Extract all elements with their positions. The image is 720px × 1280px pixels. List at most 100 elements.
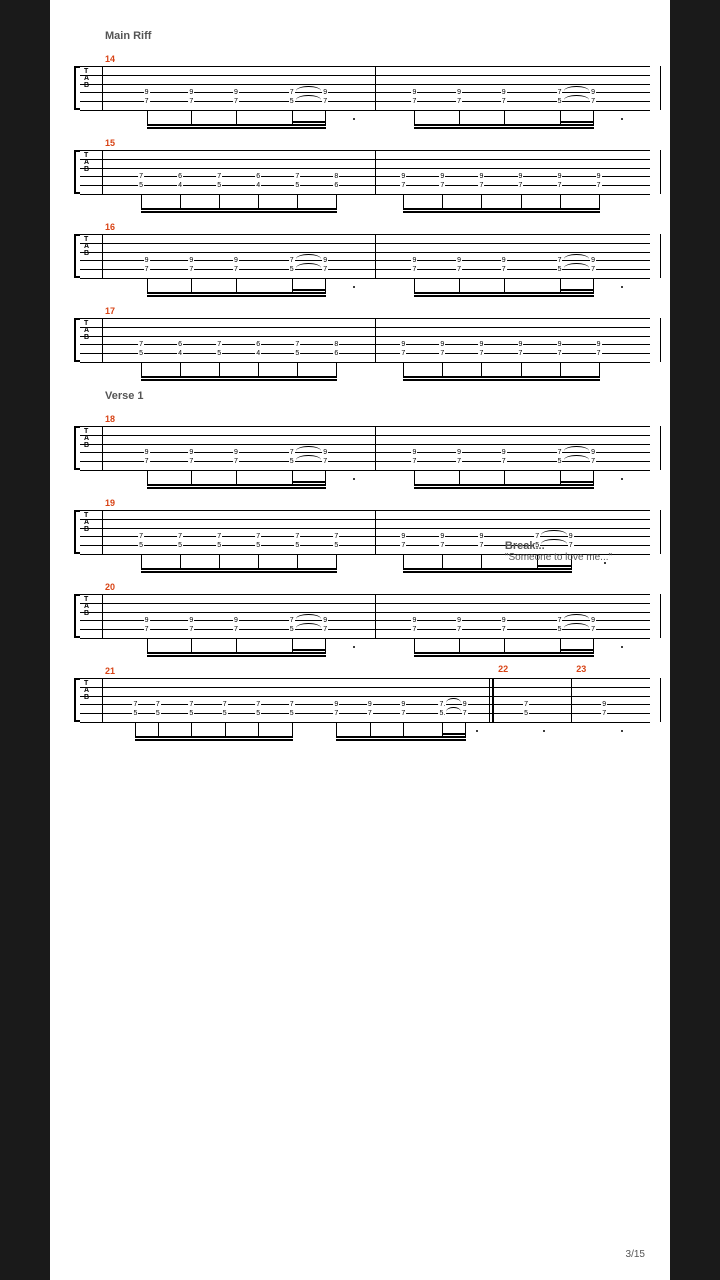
- fret-number: 5: [216, 182, 222, 189]
- measure-number: 15: [105, 138, 650, 148]
- staff-wrap: Main Riff14TAB97979775979797977597: [70, 30, 650, 110]
- barline: [660, 510, 661, 554]
- tie-arc: [541, 539, 566, 544]
- duration-dot: [621, 118, 623, 120]
- fret-number: 9: [501, 449, 507, 456]
- fret-number: 4: [177, 350, 183, 357]
- tie-arc: [296, 254, 321, 259]
- fret-number: 4: [177, 182, 183, 189]
- fret-number: 7: [518, 350, 524, 357]
- beam-bar: [414, 124, 594, 126]
- fret-number: 7.: [438, 701, 446, 708]
- beam-bar: [147, 127, 327, 129]
- fret-number: 7: [400, 182, 406, 189]
- fret-number: 9: [568, 533, 574, 540]
- notes-layer: 7575757575759797977.5.977597: [80, 678, 650, 722]
- fret-number: 7: [462, 710, 468, 717]
- fret-number: 5: [289, 626, 295, 633]
- beam-hook: [560, 121, 594, 123]
- fret-number: 9: [144, 89, 150, 96]
- fret-number: 9: [322, 89, 328, 96]
- fret-number: 7: [216, 173, 222, 180]
- duration-dot: [621, 478, 623, 480]
- barline: [660, 66, 661, 110]
- measure-number: 20: [105, 582, 650, 592]
- fret-number: 9: [478, 533, 484, 540]
- string-line: [80, 194, 650, 195]
- fret-number: 7: [557, 89, 563, 96]
- barline: [660, 426, 661, 470]
- measure-number: 18: [105, 414, 650, 424]
- fret-number: 7: [601, 710, 607, 717]
- fret-number: 9: [144, 617, 150, 624]
- fret-number: 8: [333, 173, 339, 180]
- notes-layer: 756475647586979797979797: [80, 318, 650, 362]
- fret-number: 7: [289, 449, 295, 456]
- fret-number: 9: [144, 449, 150, 456]
- fret-number: 5: [155, 710, 161, 717]
- fret-number: 6: [177, 173, 183, 180]
- fret-number: 9: [557, 173, 563, 180]
- beam-bar: [414, 487, 594, 489]
- tie-arc: [296, 614, 321, 619]
- fret-number: 7: [177, 533, 183, 540]
- notes-layer: 97979775979797977597: [80, 426, 650, 470]
- fret-number: 7: [557, 257, 563, 264]
- fret-number: 6: [333, 182, 339, 189]
- fret-number: 7: [456, 626, 462, 633]
- tab-staff: TAB756475647586979797979797: [80, 318, 650, 362]
- fret-number: 7: [138, 341, 144, 348]
- duration-dot: [353, 646, 355, 648]
- annotation-text: Break...: [505, 540, 545, 552]
- duration-dot: [476, 730, 478, 732]
- fret-number: 7: [188, 266, 194, 273]
- measure-number: 23: [576, 664, 586, 674]
- fret-number: 7: [412, 626, 418, 633]
- beams-layer: [80, 198, 650, 220]
- fret-number: 9: [233, 89, 239, 96]
- notes-layer: 97979775979797977597: [80, 234, 650, 278]
- fret-number: 9: [333, 701, 339, 708]
- fret-number: 7: [289, 257, 295, 264]
- beam-hook: [560, 649, 594, 651]
- fret-number: 7: [289, 89, 295, 96]
- beam-bar: [414, 484, 594, 486]
- fret-number: 9: [322, 449, 328, 456]
- fret-number: 9: [501, 257, 507, 264]
- fret-number: 9: [478, 341, 484, 348]
- beam-bar: [336, 739, 465, 741]
- fret-number: 7: [557, 617, 563, 624]
- staff-wrap: Verse 118TAB97979775979797977597: [70, 390, 650, 470]
- fret-number: 9: [456, 257, 462, 264]
- duration-dot: [621, 730, 623, 732]
- tab-staff: TAB97979775979797977597: [80, 426, 650, 470]
- beam-bar: [403, 568, 571, 570]
- measure-number: 16: [105, 222, 650, 232]
- fret-number: 5.: [438, 710, 446, 717]
- staff-wrap: 15TAB756475647586979797979797: [70, 138, 650, 194]
- fret-number: 7: [590, 626, 596, 633]
- beam-bar: [403, 379, 599, 381]
- beam-bar: [414, 292, 594, 294]
- fret-number: 6: [177, 341, 183, 348]
- beam-hook: [292, 481, 326, 483]
- fret-number: 9: [412, 257, 418, 264]
- fret-number: 9: [456, 617, 462, 624]
- beam-bar: [141, 571, 337, 573]
- tie-arc: [296, 446, 321, 451]
- fret-number: 5: [523, 710, 529, 717]
- tab-staff: TAB97979775979797977597: [80, 594, 650, 638]
- measure-number: 22: [498, 664, 508, 674]
- fret-number: 5: [289, 710, 295, 717]
- tie-arc: [564, 623, 589, 628]
- section-label: Verse 1: [105, 390, 650, 402]
- measure-number: 21: [105, 666, 650, 676]
- fret-number: 7: [412, 266, 418, 273]
- fret-number: 5: [294, 350, 300, 357]
- fret-number: 7: [138, 173, 144, 180]
- fret-number: 7: [233, 98, 239, 105]
- fret-number: 7: [233, 266, 239, 273]
- fret-number: 9: [557, 341, 563, 348]
- fret-number: 9: [518, 173, 524, 180]
- beam-hook: [292, 121, 326, 123]
